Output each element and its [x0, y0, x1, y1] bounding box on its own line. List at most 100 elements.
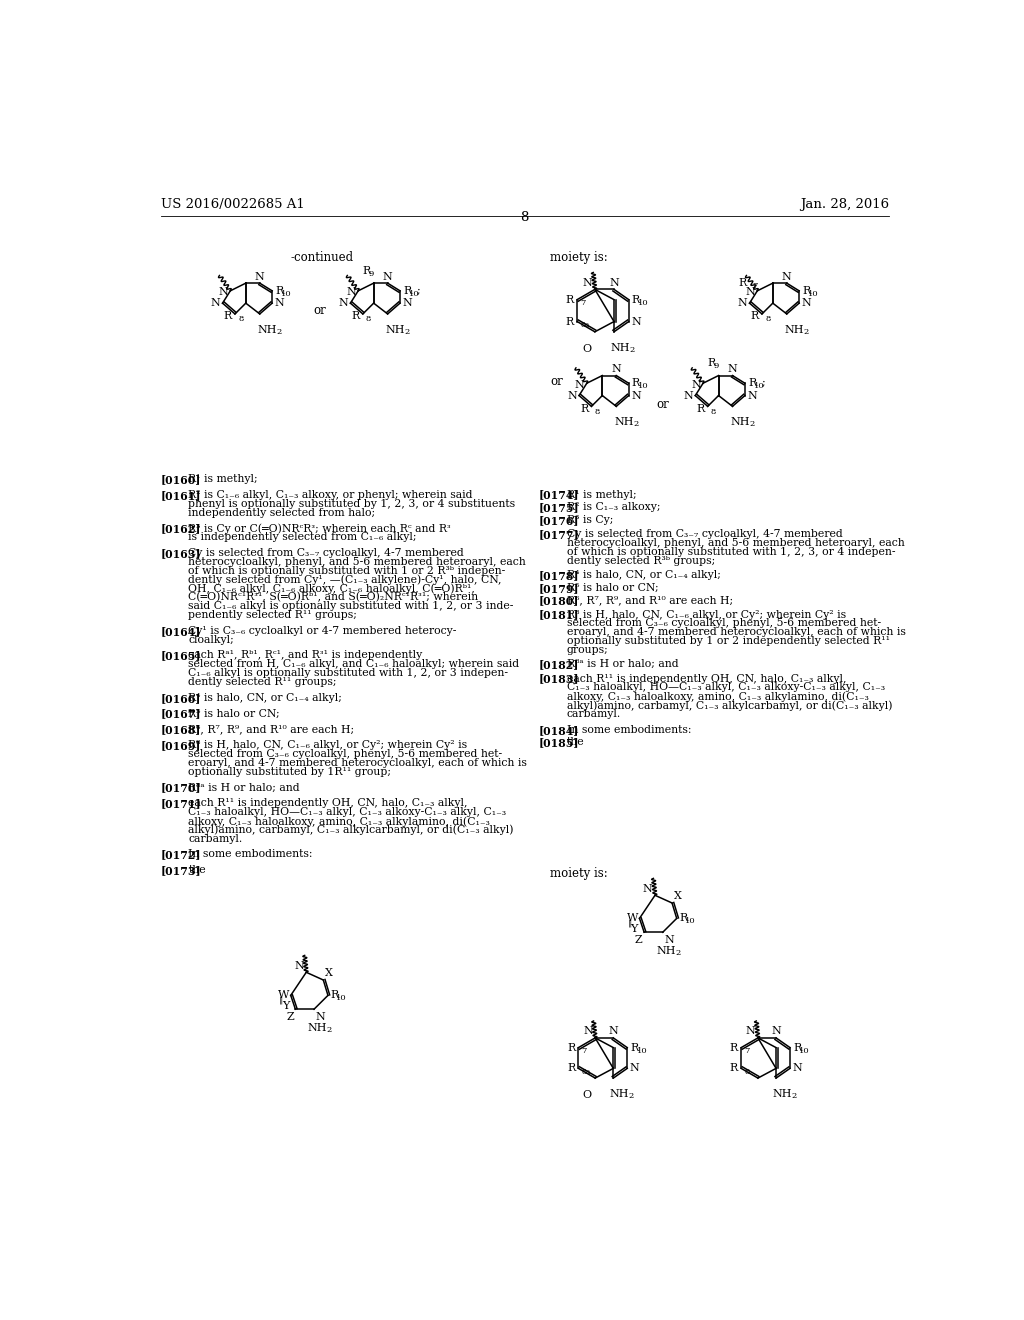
Text: [0178]: [0178] — [539, 570, 580, 581]
Text: [0163]: [0163] — [161, 548, 201, 560]
Text: said C₁₋₆ alkyl is optionally substituted with 1, 2, or 3 inde-: said C₁₋₆ alkyl is optionally substitute… — [188, 601, 514, 611]
Text: 10: 10 — [282, 290, 292, 298]
Text: 10: 10 — [337, 994, 347, 1002]
Text: R⁸ is H, halo, CN, C₁₋₆ alkyl, or Cy²; wherein Cy² is: R⁸ is H, halo, CN, C₁₋₆ alkyl, or Cy²; w… — [188, 741, 468, 750]
Text: R: R — [567, 1043, 575, 1052]
Text: N: N — [346, 288, 356, 297]
Text: [0167]: [0167] — [161, 709, 201, 719]
Text: dently selected from Cy¹, —(C₁₋₃ alkylene)-Cy¹, halo, CN,: dently selected from Cy¹, —(C₁₋₃ alkylen… — [188, 574, 502, 585]
Text: N: N — [728, 364, 737, 374]
Text: R⁶, R⁷, R⁹, and R¹⁰ are each H;: R⁶, R⁷, R⁹, and R¹⁰ are each H; — [188, 725, 354, 734]
Text: R⁸ᵃ is H or halo; and: R⁸ᵃ is H or halo; and — [566, 659, 678, 669]
Text: moiety is:: moiety is: — [550, 867, 608, 880]
Text: 8a: 8a — [581, 321, 590, 330]
Text: [0172]: [0172] — [161, 850, 201, 861]
Text: [0171]: [0171] — [161, 799, 201, 809]
Text: NH: NH — [307, 1023, 327, 1034]
Text: ‖: ‖ — [628, 920, 632, 928]
Text: [0168]: [0168] — [161, 725, 201, 735]
Text: R² is C₁₋₃ alkoxy;: R² is C₁₋₃ alkoxy; — [566, 502, 660, 512]
Text: R: R — [362, 265, 371, 276]
Text: R: R — [566, 294, 574, 305]
Text: [0183]: [0183] — [539, 673, 580, 685]
Text: NH: NH — [386, 325, 406, 335]
Text: 2: 2 — [792, 1092, 797, 1100]
Text: N: N — [211, 298, 220, 308]
Text: [0161]: [0161] — [161, 490, 201, 500]
Text: [0182]: [0182] — [539, 659, 580, 671]
Text: N: N — [631, 317, 641, 326]
Text: or: or — [656, 399, 669, 412]
Text: N: N — [691, 380, 700, 389]
Text: Z: Z — [287, 1011, 294, 1022]
Text: 2: 2 — [276, 327, 282, 335]
Text: eroaryl, and 4-7 membered heterocycloalkyl, each of which is: eroaryl, and 4-7 membered heterocycloalk… — [188, 758, 527, 768]
Text: 10: 10 — [809, 290, 819, 298]
Text: or: or — [550, 375, 563, 388]
Text: [0164]: [0164] — [161, 626, 201, 636]
Text: N: N — [567, 391, 577, 400]
Text: Cy¹ is C₃₋₆ cycloalkyl or 4-7 membered heterocy-: Cy¹ is C₃₋₆ cycloalkyl or 4-7 membered h… — [188, 626, 457, 636]
Text: pendently selected R¹¹ groups;: pendently selected R¹¹ groups; — [188, 610, 357, 620]
Text: O: O — [583, 1090, 592, 1101]
Text: each Rᵃ¹, Rᵇ¹, Rᶜ¹, and Rᶟ¹ is independently: each Rᵃ¹, Rᵇ¹, Rᶜ¹, and Rᶟ¹ is independe… — [188, 651, 423, 660]
Text: 8: 8 — [595, 408, 600, 416]
Text: alkoxy, C₁₋₃ haloalkoxy, amino, C₁₋₃ alkylamino, di(C₁₋₃: alkoxy, C₁₋₃ haloalkoxy, amino, C₁₋₃ alk… — [188, 816, 490, 826]
Text: 2: 2 — [633, 420, 639, 428]
Text: In some embodiments:: In some embodiments: — [188, 850, 313, 859]
Text: R: R — [738, 279, 746, 288]
Text: R⁸ is H, halo, CN, C₁₋₆ alkyl, or Cy²; wherein Cy² is: R⁸ is H, halo, CN, C₁₋₆ alkyl, or Cy²; w… — [566, 610, 846, 619]
Text: dently selected R³ᵇ groups;: dently selected R³ᵇ groups; — [566, 556, 715, 566]
Text: [0160]: [0160] — [161, 474, 201, 486]
Text: R: R — [351, 312, 359, 321]
Text: dently selected R¹¹ groups;: dently selected R¹¹ groups; — [188, 677, 337, 686]
Text: NH: NH — [772, 1089, 792, 1098]
Text: of which is optionally substituted with 1, 2, 3, or 4 indepen-: of which is optionally substituted with … — [566, 546, 895, 557]
Text: R¹ is methyl;: R¹ is methyl; — [566, 490, 636, 499]
Text: R: R — [567, 1064, 575, 1073]
Text: C₁₋₃ haloalkyl, HO—C₁₋₃ alkyl, C₁₋₃ alkoxy-C₁₋₃ alkyl, C₁₋₃: C₁₋₃ haloalkyl, HO—C₁₋₃ alkyl, C₁₋₃ alko… — [566, 682, 885, 693]
Text: [0173]: [0173] — [161, 866, 201, 876]
Text: NH: NH — [609, 1089, 630, 1098]
Text: R: R — [748, 379, 757, 388]
Text: R: R — [403, 286, 412, 296]
Text: cloalkyl;: cloalkyl; — [188, 635, 234, 644]
Text: N: N — [218, 288, 228, 297]
Text: heterocycloalkyl, phenyl, and 5-6 membered heteroaryl, each: heterocycloalkyl, phenyl, and 5-6 member… — [566, 539, 904, 548]
Text: R² is C₁₋₆ alkyl, C₁₋₃ alkoxy, or phenyl; wherein said: R² is C₁₋₆ alkyl, C₁₋₃ alkoxy, or phenyl… — [188, 490, 473, 500]
Text: of which is optionally substituted with 1 or 2 R³ᵇ indepen-: of which is optionally substituted with … — [188, 566, 506, 576]
Text: R: R — [223, 312, 231, 321]
Text: Z: Z — [635, 935, 643, 945]
Text: N: N — [745, 1027, 756, 1036]
Text: 10: 10 — [638, 298, 648, 306]
Text: 8: 8 — [238, 315, 244, 323]
Text: alkyl)amino, carbamyl, C₁₋₃ alkylcarbamyl, or di(C₁₋₃ alkyl): alkyl)amino, carbamyl, C₁₋₃ alkylcarbamy… — [566, 700, 892, 710]
Text: X: X — [325, 969, 333, 978]
Text: alkoxy, C₁₋₃ haloalkoxy, amino, C₁₋₃ alkylamino, di(C₁₋₃: alkoxy, C₁₋₃ haloalkoxy, amino, C₁₋₃ alk… — [566, 692, 868, 702]
Text: N: N — [782, 272, 792, 281]
Text: Jan. 28, 2016: Jan. 28, 2016 — [800, 198, 889, 211]
Text: groups;: groups; — [566, 645, 608, 655]
Text: [0180]: [0180] — [539, 595, 580, 606]
Text: selected from C₃₋₆ cycloalkyl, phenyl, 5-6 membered het-: selected from C₃₋₆ cycloalkyl, phenyl, 5… — [188, 748, 503, 759]
Text: NH: NH — [614, 417, 634, 428]
Text: N: N — [630, 1064, 639, 1073]
Text: Cy is selected from C₃₋₇ cycloalkyl, 4-7 membered: Cy is selected from C₃₋₇ cycloalkyl, 4-7… — [566, 529, 843, 539]
Text: optionally substituted by 1R¹¹ group;: optionally substituted by 1R¹¹ group; — [188, 767, 391, 776]
Text: NH: NH — [730, 417, 750, 428]
Text: R: R — [707, 358, 715, 368]
Text: N: N — [665, 935, 674, 945]
Text: [0165]: [0165] — [161, 651, 201, 661]
Text: N: N — [274, 298, 285, 308]
Text: N: N — [608, 1027, 618, 1036]
Text: 9: 9 — [369, 269, 374, 279]
Text: R⁵ is halo or CN;: R⁵ is halo or CN; — [188, 709, 281, 718]
Text: 2: 2 — [630, 346, 635, 354]
Text: R⁸ᵃ is H or halo; and: R⁸ᵃ is H or halo; and — [188, 783, 300, 792]
Text: ;: ; — [762, 379, 766, 388]
Text: N: N — [737, 298, 748, 308]
Text: 2: 2 — [804, 327, 809, 335]
Text: R⁴ is halo, CN, or C₁₋₄ alkyl;: R⁴ is halo, CN, or C₁₋₄ alkyl; — [566, 570, 721, 579]
Text: R: R — [632, 294, 640, 305]
Text: [0162]: [0162] — [161, 524, 201, 535]
